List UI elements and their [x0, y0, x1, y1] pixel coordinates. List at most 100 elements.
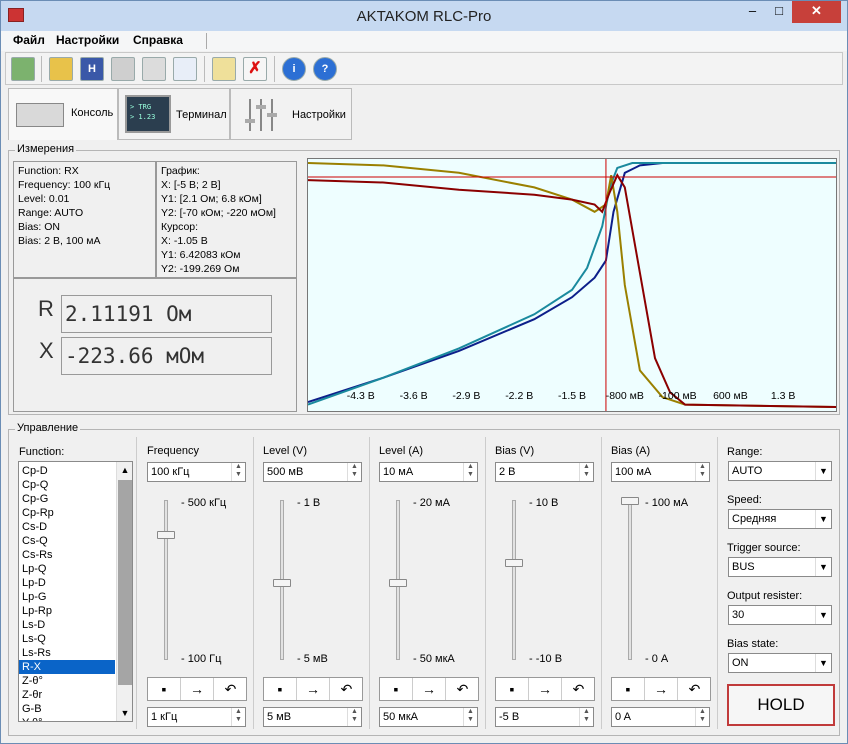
undo-icon[interactable]: ↶	[224, 681, 237, 697]
chevron-down-icon[interactable]: ▼	[815, 558, 831, 576]
chevron-down-icon[interactable]: ▼	[815, 654, 831, 672]
parameter-step-input[interactable]: -5 В ▲ ▼	[495, 707, 594, 727]
parameter-value-input[interactable]: 2 В ▲ ▼	[495, 462, 594, 482]
parameter-value-input[interactable]: 10 мА ▲ ▼	[379, 462, 478, 482]
tab-settings[interactable]: Настройки	[230, 88, 352, 140]
cancel-icon[interactable]: ✗	[243, 57, 267, 81]
function-list-item[interactable]: Ls-D	[22, 619, 46, 631]
parameter-value-input[interactable]: 100 кГц ▲ ▼	[147, 462, 246, 482]
function-list-item[interactable]: Cs-Rs	[22, 549, 53, 561]
tab-terminal[interactable]: > TRG > 1.23 Терминал	[118, 88, 230, 140]
spin-arrows-icon[interactable]: ▲ ▼	[463, 708, 477, 726]
function-list[interactable]: Cp-D Cp-Q Cp-G Cp-Rp Cs-D Cs-Q Cs-Rs Lp-Q Lp-D Lp…	[18, 461, 133, 722]
close-button[interactable]: ✕	[792, 1, 841, 23]
camera-icon[interactable]	[111, 57, 135, 81]
undo-icon[interactable]: ↶	[340, 681, 353, 697]
set-point-icon[interactable]: ▪	[496, 678, 529, 700]
parameter-value-input[interactable]: 100 мА ▲ ▼	[611, 462, 710, 482]
arrow-right-icon[interactable]: →	[297, 678, 330, 700]
parameter-value-input[interactable]: 500 мВ ▲ ▼	[263, 462, 362, 482]
function-list-item[interactable]: Cs-D	[22, 521, 48, 533]
setting-select[interactable]: ON ▼	[728, 653, 832, 673]
undo-icon[interactable]: ↶	[572, 681, 585, 697]
spin-arrows-icon[interactable]: ▲ ▼	[695, 708, 709, 726]
spin-arrows-icon[interactable]: ▲ ▼	[347, 463, 361, 481]
arrow-right-icon[interactable]: →	[529, 678, 562, 700]
minimize-button[interactable]: –	[748, 3, 757, 18]
parameter-slider-thumb[interactable]	[389, 578, 407, 587]
spin-arrows-icon[interactable]: ▲ ▼	[579, 463, 593, 481]
graph-plot[interactable]: -4.3 В -3.6 В -2.9 В -2.2 В -1.5 В -800 мВ -10…	[307, 158, 837, 412]
info-icon[interactable]: i	[282, 57, 306, 81]
arrow-right-icon[interactable]: →	[181, 678, 214, 700]
function-list-item[interactable]: Z-θ°	[22, 675, 43, 687]
maximize-button[interactable]: □	[775, 3, 783, 18]
setting-select[interactable]: 30 ▼	[728, 605, 832, 625]
tab-console[interactable]: Консоль	[8, 88, 118, 140]
spin-arrows-icon[interactable]: ▲ ▼	[463, 463, 477, 481]
setting-select[interactable]: AUTO ▼	[728, 461, 832, 481]
parameter-step-input[interactable]: 0 A ▲ ▼	[611, 707, 710, 727]
parameter-step-input[interactable]: 50 мкА ▲ ▼	[379, 707, 478, 727]
function-list-item[interactable]: Lp-G	[22, 591, 47, 603]
function-list-item[interactable]: R-X	[19, 660, 115, 674]
parameter-slider-thumb[interactable]	[273, 578, 291, 587]
chevron-down-icon[interactable]: ▼	[815, 462, 831, 480]
function-list-item[interactable]: Cp-G	[22, 493, 49, 505]
spin-arrows-icon[interactable]: ▲ ▼	[231, 463, 245, 481]
set-point-icon[interactable]: ▪	[380, 678, 413, 700]
setting-select[interactable]: Средняя ▼	[728, 509, 832, 529]
function-list-item[interactable]: Ls-Q	[22, 633, 46, 645]
undo-icon[interactable]: ↶	[456, 681, 469, 697]
function-list-item[interactable]: Y-θ°	[19, 716, 115, 721]
function-list-item[interactable]: Lp-Q	[22, 563, 47, 575]
parameter-slider-thumb[interactable]	[505, 558, 523, 567]
set-point-icon[interactable]: ▪	[264, 678, 297, 700]
function-list-item[interactable]: Cp-D	[22, 465, 48, 477]
parameter-slider-track[interactable]	[164, 500, 168, 660]
function-list-item[interactable]: Z-θr	[22, 689, 43, 701]
scroll-up-icon[interactable]: ▲	[120, 465, 130, 475]
open-folder-icon[interactable]	[49, 57, 73, 81]
title-bar[interactable]: AKTAKOM RLC-Pro – □ ✕	[1, 1, 847, 31]
exit-icon[interactable]	[11, 57, 35, 81]
parameter-slider-track[interactable]	[628, 500, 632, 660]
function-list-item[interactable]: Ls-Rs	[22, 647, 51, 659]
set-point-icon[interactable]: ▪	[148, 678, 181, 700]
spin-arrows-icon[interactable]: ▲ ▼	[231, 708, 245, 726]
function-list-item[interactable]: Cp-Q	[22, 479, 49, 491]
function-list-item[interactable]: Lp-D	[22, 577, 46, 589]
menu-help[interactable]: Справка	[133, 33, 183, 47]
arrow-right-icon[interactable]: →	[413, 678, 446, 700]
undo-icon[interactable]: ↶	[688, 681, 701, 697]
chevron-down-icon[interactable]: ▼	[815, 606, 831, 624]
arrow-right-icon[interactable]: →	[645, 678, 678, 700]
parameter-slider-thumb[interactable]	[157, 530, 175, 539]
menu-file[interactable]: Файл	[13, 33, 45, 47]
function-list-item[interactable]: G-B	[22, 703, 42, 715]
function-list-item[interactable]: Cp-Rp	[22, 507, 54, 519]
chevron-down-icon[interactable]: ▼	[815, 510, 831, 528]
graph-svg[interactable]: -4.3 В -3.6 В -2.9 В -2.2 В -1.5 В -800 мВ -10…	[307, 159, 837, 411]
set-point-icon[interactable]: ▪	[612, 678, 645, 700]
function-list-scrollbar[interactable]: ▲ ▼	[116, 462, 132, 721]
spin-arrows-icon[interactable]: ▲ ▼	[695, 463, 709, 481]
parameter-slider-track[interactable]	[512, 500, 516, 660]
print-icon[interactable]	[142, 57, 166, 81]
spin-arrows-icon[interactable]: ▲ ▼	[579, 708, 593, 726]
parameter-slider-thumb[interactable]	[621, 497, 639, 505]
scrollbar-thumb[interactable]	[118, 480, 132, 685]
spin-arrows-icon[interactable]: ▲ ▼	[347, 708, 361, 726]
help-icon[interactable]: ?	[313, 57, 337, 81]
hold-button[interactable]: HOLD	[727, 684, 835, 726]
wand-icon[interactable]	[212, 57, 236, 81]
save-icon[interactable]: H	[80, 57, 104, 81]
document-icon[interactable]	[173, 57, 197, 81]
menu-settings[interactable]: Настройки	[56, 33, 120, 47]
parameter-step-input[interactable]: 5 мВ ▲ ▼	[263, 707, 362, 727]
parameter-step-input[interactable]: 1 кГц ▲ ▼	[147, 707, 246, 727]
setting-select[interactable]: BUS ▼	[728, 557, 832, 577]
function-list-item[interactable]: Lp-Rp	[22, 605, 52, 617]
scroll-down-icon[interactable]: ▼	[120, 708, 130, 718]
function-list-item[interactable]: Cs-Q	[22, 535, 48, 547]
